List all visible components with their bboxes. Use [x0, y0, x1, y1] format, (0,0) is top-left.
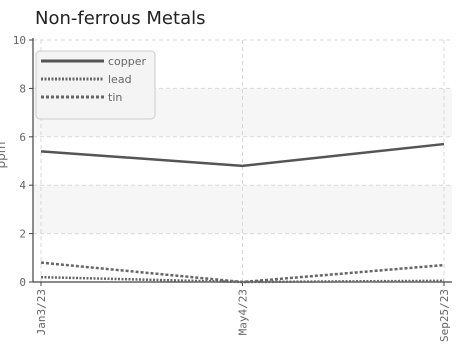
x-tick-label: May4/23 — [237, 289, 250, 335]
legend-label-lead: lead — [108, 73, 132, 86]
gridlines — [33, 39, 452, 282]
y-tick-label: 6 — [19, 131, 26, 144]
legend: copper lead tin — [35, 50, 156, 120]
legend-label-copper: copper — [108, 55, 147, 68]
y-tick-label: 4 — [19, 179, 26, 192]
series-line-lead — [40, 275, 445, 284]
y-tick-label: 8 — [19, 82, 26, 95]
y-tick-label: 0 — [19, 276, 26, 289]
series-line-tin — [40, 261, 445, 284]
y-axis-label: ppm — [0, 142, 8, 169]
series-lines — [40, 142, 445, 284]
x-axis-ticks: Jan3/23 May4/23 Sep25/23 — [35, 282, 451, 342]
x-tick-label: Jan3/23 — [35, 289, 48, 335]
y-axis-ticks: 0 2 4 6 8 10 — [13, 34, 33, 289]
series-line-copper — [40, 142, 445, 168]
chart-title: Non-ferrous Metals — [35, 8, 206, 29]
y-tick-label: 10 — [13, 34, 26, 47]
legend-box — [35, 50, 156, 120]
legend-label-tin: tin — [108, 91, 122, 104]
x-tick-label: Sep25/23 — [438, 289, 451, 342]
y-tick-label: 2 — [19, 228, 26, 241]
